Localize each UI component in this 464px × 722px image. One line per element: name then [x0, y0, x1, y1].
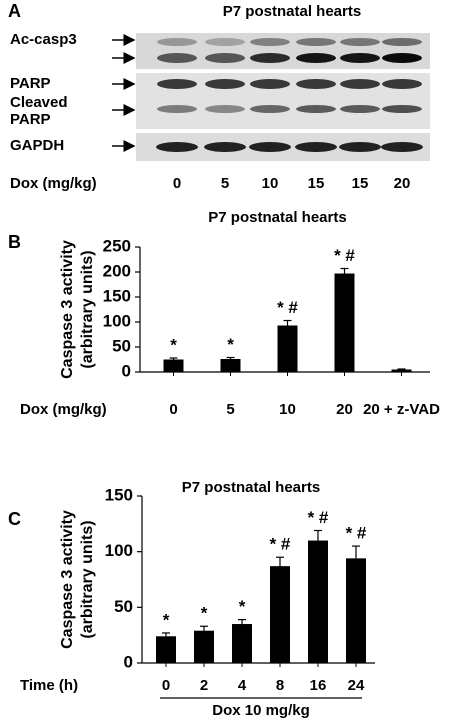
lane-label: 10 [262, 175, 279, 192]
significance: * # [346, 524, 367, 543]
band [382, 79, 422, 89]
band [296, 105, 336, 113]
lane-label: 15 [308, 175, 325, 192]
y-axis-label: Caspase 3 activity [59, 240, 76, 379]
bar [194, 630, 214, 663]
y-tick-label: 200 [103, 261, 131, 280]
row-label: PARP [10, 111, 51, 128]
bar [163, 359, 184, 372]
bar [346, 558, 366, 663]
y-tick-label: 150 [103, 286, 131, 305]
band [339, 142, 381, 152]
x-tick-label: 0 [169, 401, 177, 418]
significance: * [170, 335, 177, 354]
bar [220, 359, 241, 372]
band [340, 79, 380, 89]
band [204, 142, 246, 152]
x-tick-label: 4 [238, 677, 247, 694]
significance: * # [270, 535, 291, 554]
band [157, 53, 197, 63]
panel-label: A [8, 1, 21, 21]
row-label: GAPDH [10, 137, 64, 154]
band [157, 79, 197, 89]
band [157, 38, 197, 46]
x-tick-label: 20 [336, 401, 353, 418]
y-tick-label: 100 [105, 541, 133, 560]
lane-label: 0 [173, 175, 181, 192]
blot-strip [136, 33, 430, 69]
significance: * [239, 597, 246, 616]
row-label: PARP [10, 75, 51, 92]
bar [334, 273, 355, 372]
lane-label: 20 [394, 175, 411, 192]
band [205, 53, 245, 63]
bar [277, 325, 298, 372]
bar [270, 566, 290, 663]
blot-title: P7 postnatal hearts [223, 3, 361, 20]
y-tick-label: 50 [112, 336, 131, 355]
chart-title: P7 postnatal hearts [182, 479, 320, 496]
band [296, 38, 336, 46]
bar [156, 636, 176, 663]
band [205, 38, 245, 46]
band [205, 79, 245, 89]
bar [232, 624, 252, 663]
band [157, 105, 197, 113]
x-tick-label: 10 [279, 401, 296, 418]
band [340, 105, 380, 113]
y-tick-label: 250 [103, 236, 131, 255]
lane-label: 5 [221, 175, 229, 192]
panel-label: B [8, 232, 21, 252]
y-axis-label: Caspase 3 activity [59, 510, 76, 649]
y-axis-label: (arbitrary units) [79, 250, 96, 368]
band [250, 38, 290, 46]
bar [308, 540, 328, 663]
band [382, 105, 422, 113]
band [156, 142, 198, 152]
y-tick-label: 150 [105, 485, 133, 504]
band [250, 53, 290, 63]
panel-label: C [8, 509, 21, 529]
row-label: Cleaved [10, 94, 68, 111]
significance: * [201, 604, 208, 623]
x-tick-label: 20 + z-VAD [363, 401, 440, 418]
band [249, 142, 291, 152]
band [340, 38, 380, 46]
x-tick-label: 24 [348, 677, 365, 694]
lane-label: 15 [352, 175, 369, 192]
x-tick-label: 16 [310, 677, 327, 694]
x-axis-label: Dox (mg/kg) [20, 401, 107, 418]
band [250, 79, 290, 89]
significance: * # [308, 508, 329, 527]
x-tick-label: 2 [200, 677, 208, 694]
chart-title: P7 postnatal hearts [208, 209, 346, 226]
group-label: Dox 10 mg/kg [212, 702, 310, 719]
x-tick-label: 5 [226, 401, 234, 418]
x-axis-label: Time (h) [20, 677, 78, 694]
x-tick-label: 0 [162, 677, 170, 694]
bar [391, 369, 412, 372]
blot-x-label: Dox (mg/kg) [10, 175, 97, 192]
significance: * [163, 610, 170, 629]
band [295, 142, 337, 152]
x-tick-label: 8 [276, 677, 284, 694]
band [205, 105, 245, 113]
significance: * # [334, 246, 355, 265]
y-tick-label: 0 [124, 652, 133, 671]
band [382, 53, 422, 63]
row-label: Ac-casp3 [10, 31, 77, 48]
band [340, 53, 380, 63]
band [296, 79, 336, 89]
band [296, 53, 336, 63]
y-tick-label: 100 [103, 311, 131, 330]
band [250, 105, 290, 113]
y-tick-label: 0 [122, 361, 131, 380]
significance: * [227, 335, 234, 354]
significance: * # [277, 298, 298, 317]
y-axis-label: (arbitrary units) [79, 520, 96, 638]
band [382, 38, 422, 46]
y-tick-label: 50 [114, 597, 133, 616]
band [381, 142, 423, 152]
